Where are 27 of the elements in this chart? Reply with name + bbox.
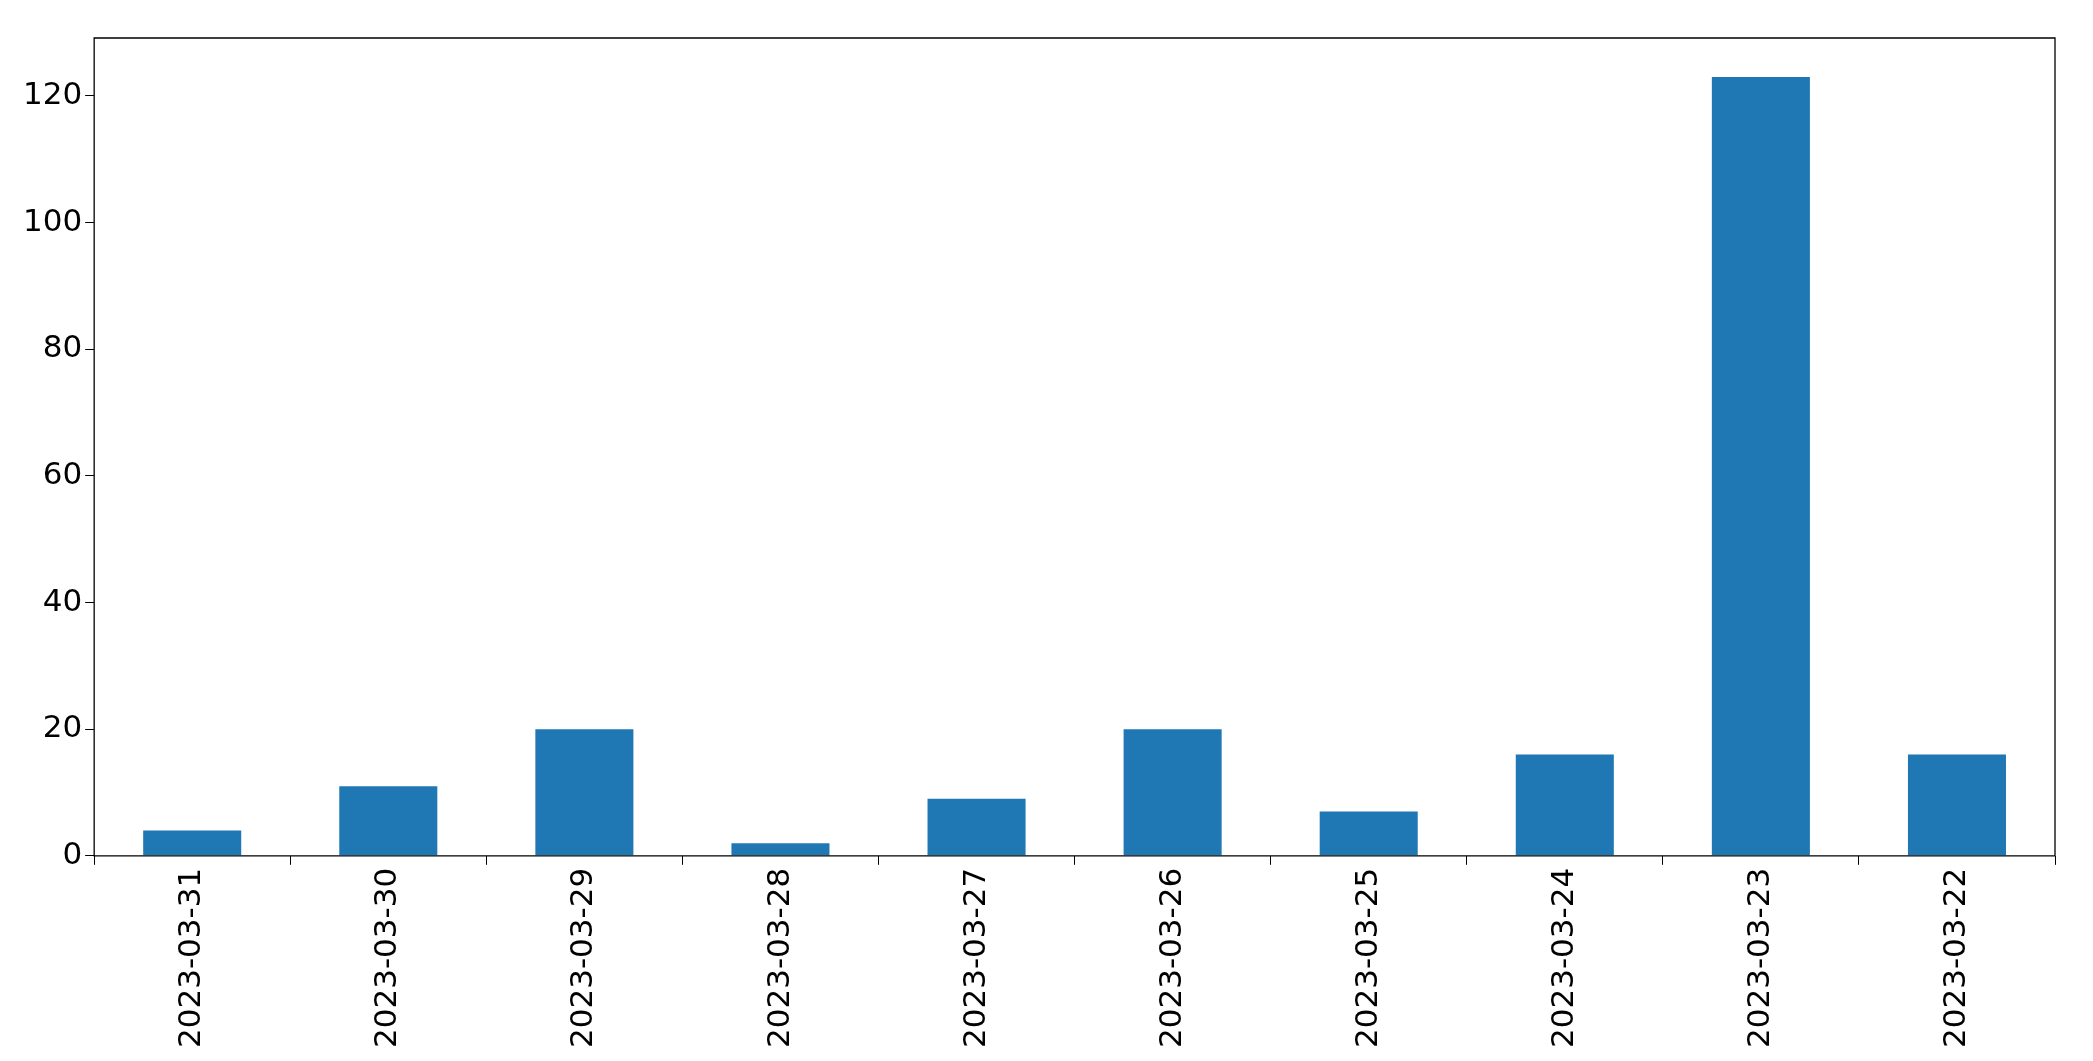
x-tick-label: 2023-03-27: [955, 867, 992, 1049]
y-tick-label: 0: [62, 834, 83, 871]
bar: [731, 843, 830, 856]
x-tick-label: 2023-03-24: [1543, 867, 1580, 1049]
bar: [927, 798, 1026, 856]
bar: [339, 786, 438, 856]
y-tick-label: 120: [23, 74, 83, 111]
bar: [1515, 754, 1614, 856]
y-tick-label: 80: [42, 328, 83, 365]
bar: [1711, 76, 1810, 856]
y-tick-label: 60: [42, 454, 83, 491]
x-tick-label: 2023-03-30: [367, 867, 404, 1049]
x-tick-label: 2023-03-26: [1151, 867, 1188, 1049]
x-tick-label: 2023-03-29: [563, 867, 600, 1049]
x-tick-label: 2023-03-31: [171, 867, 208, 1049]
x-tick-label: 2023-03-28: [759, 867, 796, 1049]
x-tick-label: 2023-03-25: [1347, 867, 1384, 1049]
x-tick-label: 2023-03-22: [1936, 867, 1973, 1049]
y-tick-label: 20: [42, 708, 83, 745]
bar: [1907, 754, 2006, 856]
bar: [535, 729, 634, 856]
bar: [1319, 811, 1418, 856]
y-tick-label: 40: [42, 581, 83, 618]
bar: [143, 830, 242, 856]
x-tick-label: 2023-03-23: [1739, 867, 1776, 1049]
bar: [1123, 729, 1222, 856]
y-tick-label: 100: [23, 201, 83, 238]
